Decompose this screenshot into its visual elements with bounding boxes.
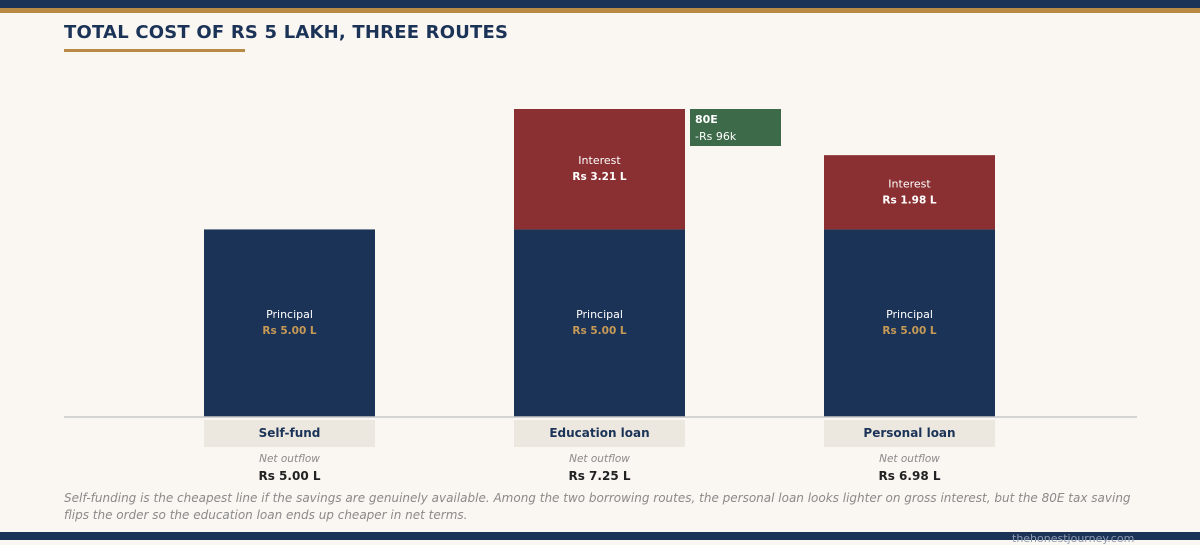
net-outflow-label: Net outflow	[879, 453, 940, 465]
interest-label: Interest	[578, 154, 621, 167]
principal-label: Principal	[266, 308, 313, 321]
net-outflow-label: Net outflow	[569, 453, 630, 465]
tax-saving-annotation	[690, 109, 781, 146]
interest-bar	[514, 109, 685, 230]
principal-value-label: Rs 5.00 L	[882, 325, 937, 337]
principal-bar	[824, 229, 995, 417]
chart-title: TOTAL COST OF RS 5 LAKH, THREE ROUTES	[64, 22, 509, 43]
chart-caption: Self-funding is the cheapest line if the…	[64, 491, 1131, 522]
category-label: Education loan	[549, 426, 649, 440]
category-label: Self-fund	[259, 426, 321, 440]
principal-bar	[514, 229, 685, 417]
principal-label: Principal	[886, 308, 933, 321]
category-label-box	[204, 420, 375, 447]
net-outflow-value: Rs 7.25 L	[569, 469, 631, 483]
interest-bar	[824, 155, 995, 230]
category-label: Personal loan	[863, 426, 955, 440]
interest-value-label: Rs 1.98 L	[882, 194, 937, 206]
interest-label: Interest	[888, 177, 931, 190]
top-accent-stripe	[0, 8, 1200, 13]
interest-value-label: Rs 3.21 L	[572, 171, 627, 183]
top-accent-bar	[0, 0, 1200, 8]
bottom-bar	[0, 532, 1200, 540]
net-outflow-value: Rs 5.00 L	[259, 469, 321, 483]
category-label-box	[824, 420, 995, 447]
tax-saving-value: -Rs 96k	[695, 130, 737, 143]
net-outflow-value: Rs 6.98 L	[879, 469, 941, 483]
title-underline	[64, 49, 245, 52]
principal-value-label: Rs 5.00 L	[262, 325, 317, 337]
principal-label: Principal	[576, 308, 623, 321]
tax-saving-title: 80E	[695, 113, 718, 126]
watermark: thehonestjourney.com	[1012, 532, 1135, 545]
principal-value-label: Rs 5.00 L	[572, 325, 627, 337]
category-label-box	[514, 420, 685, 447]
principal-bar	[204, 229, 375, 417]
net-outflow-label: Net outflow	[259, 453, 320, 465]
